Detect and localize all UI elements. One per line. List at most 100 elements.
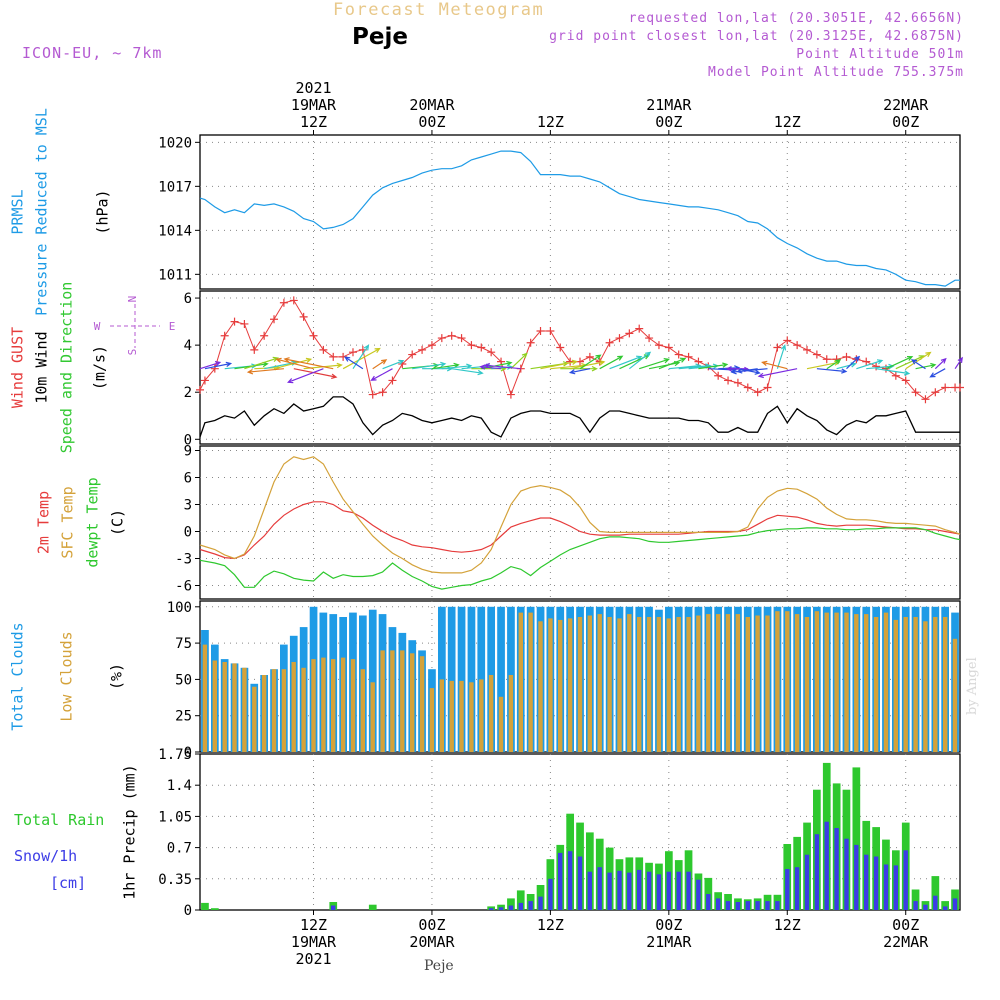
y-tick-label: 1014 bbox=[158, 223, 192, 239]
gust-marker bbox=[200, 376, 209, 385]
bar-low-clouds bbox=[271, 669, 277, 752]
bar-low-clouds bbox=[627, 614, 632, 752]
bar-total-rain bbox=[516, 890, 525, 910]
bar-low-clouds bbox=[360, 669, 365, 752]
bar-low-clouds bbox=[893, 619, 898, 752]
bar-low-clouds bbox=[212, 660, 217, 752]
wind-arrow bbox=[905, 351, 932, 370]
bar-low-clouds bbox=[331, 659, 336, 752]
y-tick-label: 0 bbox=[184, 745, 192, 761]
bar-snow-1h bbox=[666, 871, 671, 910]
wind-arrow bbox=[629, 351, 652, 370]
gust-marker bbox=[536, 327, 545, 336]
gust-marker bbox=[645, 334, 654, 343]
time-label-bottom: 00Z bbox=[418, 916, 445, 934]
gust-marker bbox=[812, 350, 821, 359]
bar-low-clouds bbox=[459, 680, 464, 752]
panel-frame bbox=[199, 290, 961, 445]
bar-low-clouds bbox=[222, 662, 227, 752]
gust-marker bbox=[956, 383, 964, 392]
time-label-top: 00Z bbox=[892, 113, 919, 131]
y-axis-label: (hPa) bbox=[94, 189, 112, 234]
wind-arrow bbox=[431, 362, 460, 370]
bar-total-rain bbox=[931, 876, 940, 910]
gust-marker bbox=[931, 388, 940, 397]
bar-low-clouds bbox=[311, 659, 316, 752]
bar-low-clouds bbox=[903, 617, 908, 752]
gust-marker bbox=[881, 364, 890, 373]
bar-low-clouds bbox=[370, 682, 375, 752]
gust-marker bbox=[260, 331, 269, 340]
bar-total-rain bbox=[704, 877, 713, 910]
gust-marker bbox=[684, 352, 693, 361]
bar-snow-1h bbox=[785, 869, 790, 910]
bar-total-rain bbox=[941, 901, 949, 910]
bar-snow-1h bbox=[893, 865, 898, 910]
bar-low-clouds bbox=[794, 614, 800, 752]
wind-arrow bbox=[579, 354, 602, 370]
y-axis-label: (C) bbox=[109, 509, 127, 536]
wind-arrow bbox=[273, 357, 313, 370]
gust-marker bbox=[842, 352, 851, 361]
wind-arrow bbox=[866, 363, 895, 370]
gust-marker bbox=[309, 331, 318, 340]
wind-arrow bbox=[876, 368, 911, 376]
bar-total-clouds bbox=[447, 606, 456, 752]
gridpoint-coords: grid point closest lon,lat (20.3125E, 42… bbox=[549, 29, 964, 44]
gust-marker bbox=[901, 376, 910, 385]
bar-snow-1h bbox=[538, 896, 543, 910]
y-tick-label: 4 bbox=[184, 338, 192, 354]
bar-low-clouds bbox=[439, 679, 444, 752]
point-altitude: Point Altitude 501m bbox=[796, 47, 964, 62]
gust-marker bbox=[891, 371, 900, 380]
legend-snow: Snow/1h bbox=[14, 847, 77, 865]
bar-low-clouds bbox=[873, 617, 879, 752]
gust-marker bbox=[487, 348, 496, 357]
bar-snow-1h bbox=[765, 901, 770, 910]
gust-marker bbox=[437, 334, 446, 343]
bar-low-clouds bbox=[498, 696, 504, 752]
bar-total-rain bbox=[852, 767, 861, 910]
gust-marker bbox=[388, 376, 397, 385]
bar-low-clouds bbox=[281, 669, 287, 752]
bar-snow-1h bbox=[824, 821, 829, 910]
gust-marker bbox=[270, 315, 279, 324]
gust-marker bbox=[447, 331, 456, 340]
wind-arrow bbox=[275, 357, 314, 370]
series-line bbox=[199, 456, 961, 574]
bar-total-clouds bbox=[497, 606, 505, 752]
wind-arrow bbox=[856, 359, 884, 370]
gust-marker bbox=[743, 383, 752, 392]
location-title: Peje bbox=[352, 24, 408, 50]
wind-arrow bbox=[199, 361, 222, 370]
bar-low-clouds bbox=[479, 679, 484, 752]
bar-low-clouds bbox=[666, 618, 671, 752]
y-tick-label: 0.35 bbox=[158, 872, 192, 888]
y-tick-label: 50 bbox=[175, 672, 192, 688]
bar-snow-1h bbox=[755, 901, 760, 910]
y-tick-label: 0 bbox=[184, 432, 192, 448]
bar-snow-1h bbox=[716, 898, 721, 910]
bar-low-clouds bbox=[864, 614, 869, 752]
bar-snow-1h bbox=[883, 864, 889, 910]
compass-cross bbox=[110, 304, 160, 348]
gust-marker bbox=[368, 390, 377, 399]
panel-precip: 0 0.35 0.7 1.05 1.4 1.75 1hr Precip (mm) Total … bbox=[14, 747, 961, 919]
gust-marker bbox=[289, 296, 298, 305]
wind-arrow bbox=[730, 368, 768, 375]
panel-frame bbox=[199, 134, 961, 290]
wind-arrow bbox=[806, 360, 841, 370]
footer-location: Peje bbox=[424, 958, 454, 974]
gust-marker bbox=[625, 329, 634, 338]
bar-snow-1h bbox=[488, 908, 494, 910]
wind-arrow bbox=[776, 344, 787, 369]
wind-arrow bbox=[412, 361, 447, 370]
bar-snow-1h bbox=[686, 871, 691, 910]
wind-arrow bbox=[246, 368, 284, 375]
y-tick-label: 75 bbox=[175, 636, 192, 652]
bar-low-clouds bbox=[637, 617, 642, 752]
gust-marker bbox=[615, 334, 624, 343]
time-label-top: 12Z bbox=[300, 113, 327, 131]
wind-arrow bbox=[915, 362, 937, 370]
y-axis-label: Total Clouds bbox=[9, 622, 27, 730]
